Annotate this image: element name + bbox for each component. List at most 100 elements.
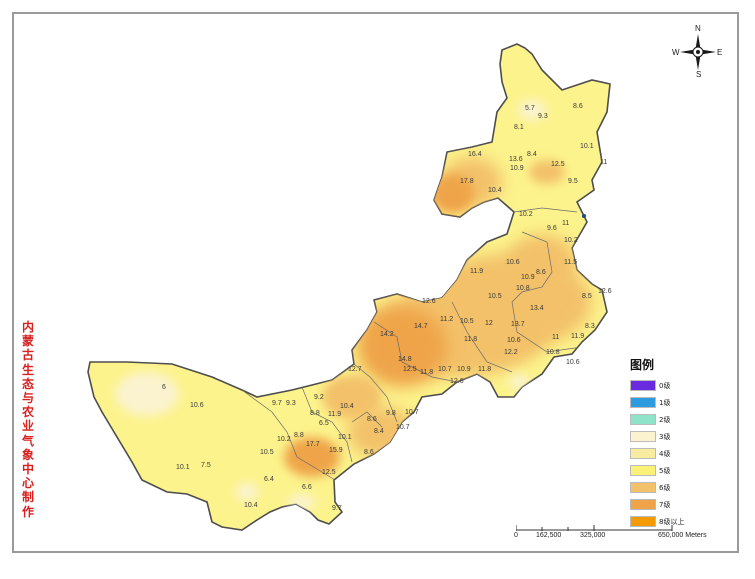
station-value-label: 10.2 xyxy=(564,237,578,244)
station-value-label: 9.7 xyxy=(332,505,342,512)
station-value-label: 8.8 xyxy=(310,410,320,417)
scale-label-3: 650,000 Meters xyxy=(658,532,707,539)
station-value-label: 9.2 xyxy=(314,394,324,401)
station-value-label: 8.5 xyxy=(582,293,592,300)
station-value-label: 12.5 xyxy=(403,366,417,373)
compass-n-label: N xyxy=(695,24,701,33)
station-value-label: 12.6 xyxy=(422,298,436,305)
station-value-label: 8.6 xyxy=(573,103,583,110)
compass-s-label: S xyxy=(696,70,702,79)
station-value-label: 11.8 xyxy=(420,369,433,376)
station-value-label: 8.6 xyxy=(367,416,377,423)
station-value-label: 13.6 xyxy=(509,156,523,163)
station-value-label: 10.7 xyxy=(438,366,452,373)
station-value-label: 15.9 xyxy=(329,447,343,454)
station-value-label: 10.9 xyxy=(521,274,535,281)
station-value-label: 6 xyxy=(162,384,166,391)
station-value-label: 10.5 xyxy=(460,318,474,325)
legend-item: 1级 xyxy=(630,394,725,411)
station-value-label: 16.4 xyxy=(468,151,482,158)
legend-item: 6级 xyxy=(630,479,725,496)
legend-label: 5级 xyxy=(659,466,671,475)
legend-swatch xyxy=(630,431,656,442)
station-value-label: 10.6 xyxy=(507,337,521,344)
legend-item: 2级 xyxy=(630,411,725,428)
station-value-label: 6.5 xyxy=(319,420,329,427)
legend-item: 7级 xyxy=(630,496,725,513)
legend-label: 8级以上 xyxy=(659,517,685,526)
legend-swatch xyxy=(630,482,656,493)
station-value-label: 9.3 xyxy=(538,113,548,120)
station-value-label: 10.9 xyxy=(510,165,524,172)
station-value-label: 10.5 xyxy=(260,449,274,456)
station-value-label: 10.7 xyxy=(405,409,419,416)
legend-swatch xyxy=(630,499,656,510)
station-value-label: 9.8 xyxy=(386,410,396,417)
station-value-label: 8.1 xyxy=(514,124,524,131)
station-value-label: 10.2 xyxy=(519,211,533,218)
compass-w-label: W xyxy=(672,48,680,57)
producer-credit: 内蒙古生态与农业气象中心制作 xyxy=(22,320,35,519)
scale-label-1: 162,500 xyxy=(536,532,562,539)
station-value-label: 14.8 xyxy=(398,356,412,363)
map-legend: 图例 0级 1级 2级 3级 4级 5级 6级 7级 8级以上 xyxy=(630,356,725,530)
legend-item: 8级以上 xyxy=(630,513,725,530)
station-value-label: 10.1 xyxy=(176,464,190,471)
station-value-label: 11.2 xyxy=(440,316,453,323)
station-value-label: 10.4 xyxy=(244,502,258,509)
station-value-label: 10.6 xyxy=(566,359,580,366)
station-value-label: 12.2 xyxy=(504,349,518,356)
station-value-label: 10.4 xyxy=(340,403,354,410)
station-value-label: 11 xyxy=(562,220,569,227)
legend-label: 0级 xyxy=(659,381,671,390)
league-boundaries xyxy=(241,207,583,481)
scale-label-0: 0 xyxy=(514,532,518,539)
legend-label: 1级 xyxy=(659,398,671,407)
station-value-label: 11.9 xyxy=(470,268,483,275)
compass-icon xyxy=(680,34,716,70)
station-value-label: 8.8 xyxy=(294,432,304,439)
legend-title: 图例 xyxy=(630,358,655,372)
station-marker xyxy=(582,214,586,218)
legend-item: 0级 xyxy=(630,377,725,394)
station-value-label: 10.8 xyxy=(546,349,560,356)
station-value-label: 12.5 xyxy=(322,469,336,476)
legend-label: 7级 xyxy=(659,500,671,509)
station-value-label: 9.6 xyxy=(547,225,557,232)
legend-swatch xyxy=(630,516,656,527)
legend-swatch xyxy=(630,414,656,425)
station-value-label: 17.7 xyxy=(306,441,320,448)
legend-swatch xyxy=(630,465,656,476)
legend-item: 3级 xyxy=(630,428,725,445)
station-value-label: 8.6 xyxy=(536,269,546,276)
drought-level-zones xyxy=(115,100,592,510)
station-value-label: 8.4 xyxy=(374,428,384,435)
station-value-label: 17.8 xyxy=(460,178,474,185)
legend-item: 5级 xyxy=(630,462,725,479)
station-value-label: 10.1 xyxy=(580,143,594,150)
station-value-label: 8.6 xyxy=(364,449,374,456)
station-value-label: 14.7 xyxy=(414,323,428,330)
station-value-label: 7.5 xyxy=(201,462,211,469)
station-value-label: 11.8 xyxy=(478,366,491,373)
station-value-label: 10.8 xyxy=(516,285,530,292)
station-value-label: 10.9 xyxy=(457,366,471,373)
scale-bar: 0 162,500 325,000 650,000 Meters xyxy=(510,522,725,544)
north-arrow: N S E W xyxy=(672,24,722,79)
map-canvas: 5.7 8.6 9.3 8.1 10.1 16.4 13.6 8.4 12.5 11 10.9 17.… xyxy=(87,43,612,531)
legend-swatch xyxy=(630,380,656,391)
legend-swatch xyxy=(630,448,656,459)
station-value-label: 12.5 xyxy=(551,161,565,168)
station-value-label: 11 xyxy=(552,334,559,341)
station-value-label: 8.3 xyxy=(585,323,595,330)
station-value-label: 10.7 xyxy=(396,424,410,431)
station-value-label: 11.5 xyxy=(564,259,577,266)
legend-label: 6级 xyxy=(659,483,671,492)
station-value-label: 12.7 xyxy=(348,366,362,373)
station-value-label: 10.1 xyxy=(338,434,352,441)
station-value-label: 6.4 xyxy=(264,476,274,483)
station-value-label: 9.5 xyxy=(568,178,578,185)
station-value-label: 12.6 xyxy=(450,378,464,385)
legend-label: 4级 xyxy=(659,449,671,458)
station-value-label: 10.4 xyxy=(488,187,502,194)
